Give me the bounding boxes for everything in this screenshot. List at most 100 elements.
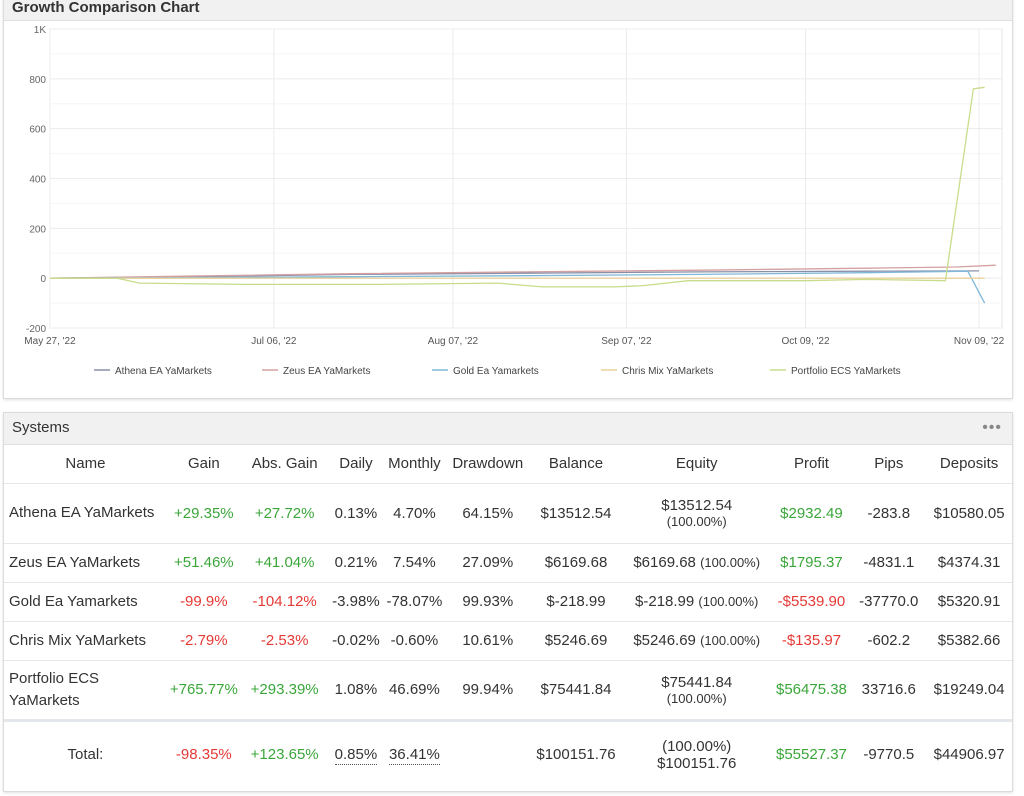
- balance-cell: $13512.54: [530, 483, 622, 544]
- deposits-cell: $5382.66: [926, 621, 1012, 661]
- table-row: Portfolio ECS YaMarkets +765.77% +293.39…: [4, 660, 1012, 721]
- equity-cell: $75441.84 (100.00%): [621, 660, 772, 721]
- total-equity-percent: (100.00%): [662, 737, 732, 755]
- equity-value: $5246.69: [633, 632, 696, 649]
- total-drawdown: [445, 718, 531, 788]
- system-name[interactable]: Chris Mix YaMarkets: [4, 621, 167, 661]
- profit-cell: $2932.49: [771, 483, 852, 544]
- system-name[interactable]: Zeus EA YaMarkets: [4, 543, 167, 583]
- total-balance: $100151.76: [530, 718, 622, 788]
- x-tick-label: Jul 06, '22: [251, 336, 297, 347]
- system-name[interactable]: Portfolio ECS YaMarkets: [4, 660, 167, 721]
- legend-label: Gold Ea Yamarkets: [453, 366, 539, 377]
- monthly-cell: -78.07%: [383, 582, 446, 622]
- monthly-cell: 46.69%: [383, 660, 446, 721]
- series-line: [49, 264, 996, 279]
- deposits-cell: $5320.91: [926, 582, 1012, 622]
- total-equity: $100151.76: [657, 754, 737, 772]
- total-daily-cell: 0.85%: [328, 718, 384, 788]
- profit-cell: -$5539.90: [771, 582, 852, 622]
- x-tick-label: Oct 09, '22: [781, 336, 829, 347]
- equity-cell: $13512.54 (100.00%): [621, 483, 772, 544]
- balance-cell: $5246.69: [530, 621, 622, 661]
- systems-header: Systems •••: [4, 413, 1012, 445]
- deposits-cell: $10580.05: [926, 483, 1012, 544]
- equity-value: $13512.54: [661, 497, 733, 514]
- pips-cell: -37770.0: [851, 582, 927, 622]
- equity-percent: (100.00%): [666, 690, 727, 706]
- equity-cell: $6169.68 (100.00%): [621, 543, 772, 583]
- header-abs-gain[interactable]: Abs. Gain: [240, 445, 329, 484]
- abs-gain-cell: +293.39%: [240, 660, 329, 721]
- header-monthly[interactable]: Monthly: [383, 445, 446, 484]
- pips-cell: 33716.6: [851, 660, 927, 721]
- total-equity-cell: (100.00%) $100151.76: [621, 718, 772, 788]
- deposits-cell: $4374.31: [926, 543, 1012, 583]
- header-drawdown[interactable]: Drawdown: [445, 445, 531, 484]
- more-options-icon[interactable]: •••: [982, 419, 1002, 436]
- total-deposits: $44906.97: [926, 718, 1012, 788]
- equity-value: $6169.68: [633, 554, 696, 571]
- total-monthly[interactable]: 36.41%: [388, 746, 440, 766]
- systems-table: Name Gain Abs. Gain Daily Monthly Drawdo…: [4, 445, 1012, 788]
- x-tick-label: Nov 09, '22: [954, 336, 1005, 347]
- header-deposits[interactable]: Deposits: [926, 445, 1012, 484]
- total-row: Total: -98.35% +123.65% 0.85% 36.41% $10…: [4, 718, 1012, 788]
- equity-percent: (100.00%): [698, 594, 759, 609]
- series-line: [49, 270, 986, 304]
- balance-cell: $6169.68: [530, 543, 622, 583]
- header-gain[interactable]: Gain: [166, 445, 241, 484]
- header-balance[interactable]: Balance: [530, 445, 622, 484]
- monthly-cell: -0.60%: [383, 621, 446, 661]
- system-name[interactable]: Athena EA YaMarkets: [4, 483, 167, 544]
- header-daily[interactable]: Daily: [328, 445, 384, 484]
- gain-cell: +29.35%: [166, 483, 241, 544]
- table-row: Gold Ea Yamarkets -99.9% -104.12% -3.98%…: [4, 582, 1012, 622]
- system-name[interactable]: Gold Ea Yamarkets: [4, 582, 167, 622]
- balance-cell: $-218.99: [530, 582, 622, 622]
- daily-cell: 0.13%: [328, 483, 384, 544]
- daily-cell: -0.02%: [328, 621, 384, 661]
- x-tick-label: Aug 07, '22: [428, 336, 479, 347]
- daily-cell: 0.21%: [328, 543, 384, 583]
- series-line: [50, 86, 985, 288]
- y-tick-label: 800: [29, 75, 46, 86]
- equity-percent: (100.00%): [700, 555, 761, 570]
- profit-cell: $56475.38: [771, 660, 852, 721]
- drawdown-cell: 64.15%: [445, 483, 531, 544]
- equity-cell: $5246.69 (100.00%): [621, 621, 772, 661]
- gain-cell: +765.77%: [166, 660, 241, 721]
- header-pips[interactable]: Pips: [851, 445, 927, 484]
- gain-cell: +51.46%: [166, 543, 241, 583]
- deposits-cell: $19249.04: [926, 660, 1012, 721]
- abs-gain-cell: -2.53%: [240, 621, 329, 661]
- total-daily[interactable]: 0.85%: [334, 746, 378, 766]
- pips-cell: -602.2: [851, 621, 927, 661]
- x-tick-label: Sep 07, '22: [601, 336, 652, 347]
- drawdown-cell: 99.93%: [445, 582, 531, 622]
- total-monthly-cell: 36.41%: [383, 718, 446, 788]
- legend-label: Athena EA YaMarkets: [115, 366, 212, 377]
- gain-cell: -99.9%: [166, 582, 241, 622]
- table-header-row: Name Gain Abs. Gain Daily Monthly Drawdo…: [4, 445, 1012, 484]
- x-tick-label: May 27, '22: [24, 336, 76, 347]
- equity-value: $-218.99: [635, 593, 695, 610]
- gain-cell: -2.79%: [166, 621, 241, 661]
- y-tick-label: -200: [26, 324, 46, 335]
- growth-chart-panel: Growth Comparison Chart 1K 800 600 400 200 0 -…: [3, 0, 1013, 399]
- drawdown-cell: 99.94%: [445, 660, 531, 721]
- y-tick-label: 0: [40, 274, 46, 285]
- y-tick-label: 600: [29, 125, 46, 136]
- monthly-cell: 7.54%: [383, 543, 446, 583]
- total-pips: -9770.5: [851, 718, 927, 788]
- total-label: Total:: [4, 718, 167, 788]
- systems-title: Systems: [12, 419, 70, 436]
- abs-gain-cell: +41.04%: [240, 543, 329, 583]
- header-profit[interactable]: Profit: [771, 445, 852, 484]
- monthly-cell: 4.70%: [383, 483, 446, 544]
- header-equity[interactable]: Equity: [621, 445, 772, 484]
- header-name[interactable]: Name: [4, 445, 167, 484]
- table-row: Athena EA YaMarkets +29.35% +27.72% 0.13…: [4, 483, 1012, 544]
- systems-panel: Systems ••• Name Gain Abs. Gain Daily Mo…: [3, 412, 1013, 792]
